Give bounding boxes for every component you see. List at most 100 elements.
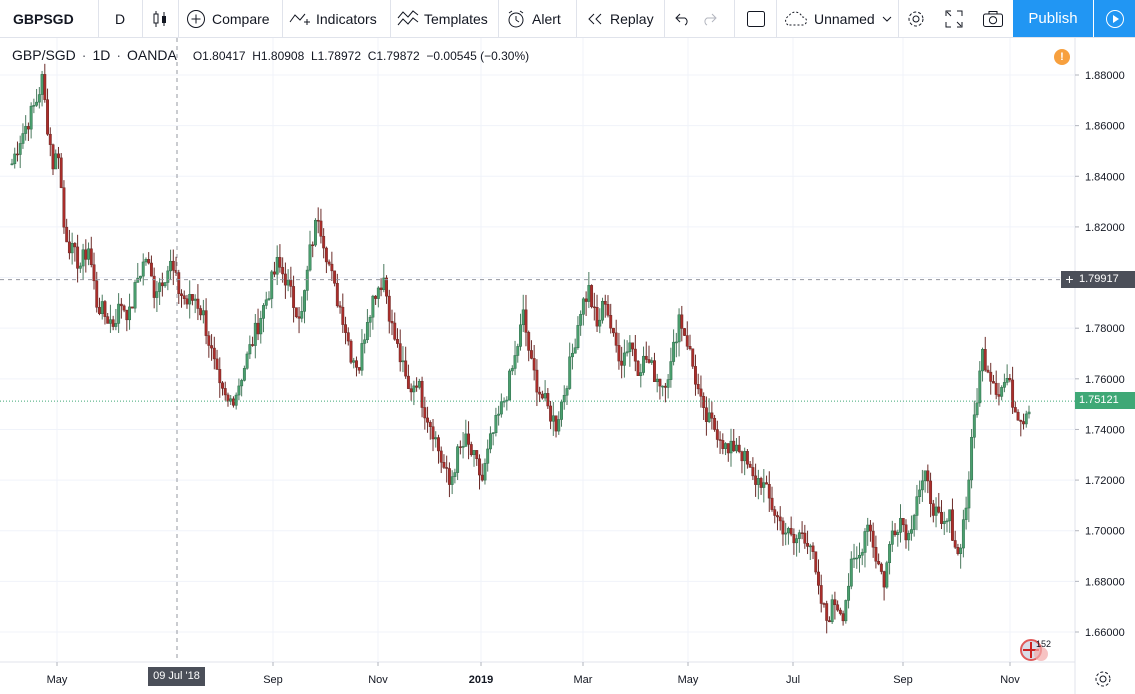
candle-body (341, 306, 345, 325)
candle (267, 291, 271, 301)
replay-button[interactable]: Replay (586, 0, 666, 37)
candle (639, 363, 643, 388)
candle (84, 239, 88, 273)
candle (190, 294, 194, 306)
candle (442, 454, 446, 469)
candle (119, 298, 123, 319)
candle (212, 336, 216, 370)
symbol-search[interactable]: GBPSGD (0, 0, 98, 37)
candle (948, 509, 952, 533)
candle (617, 332, 621, 370)
candle (445, 455, 449, 483)
candle-body (855, 557, 859, 560)
candle-body (125, 309, 129, 321)
candle-body (442, 462, 446, 468)
candle-body (480, 474, 484, 481)
indicators-button[interactable]: Indicators (288, 0, 390, 37)
candle-body (860, 552, 864, 556)
candle (81, 243, 85, 280)
candle (314, 218, 317, 247)
candle (970, 428, 974, 489)
candle-body (13, 153, 17, 165)
candle-body (67, 241, 71, 254)
candle-body (587, 285, 591, 302)
price-chart[interactable]: 1.880001.860001.840001.820001.800001.780… (0, 38, 1135, 694)
candle (177, 269, 181, 304)
candle-body (319, 220, 323, 237)
candle-body (486, 448, 490, 464)
candle-body (806, 543, 810, 547)
flag-badge[interactable]: 152 (1019, 638, 1053, 667)
candle-body (396, 339, 399, 344)
candle (494, 407, 498, 437)
publish-button[interactable]: Publish (1013, 0, 1093, 37)
candle-body (538, 391, 542, 395)
candle (573, 338, 577, 354)
candle-body (275, 257, 279, 275)
candle (352, 357, 356, 369)
y-tick-label: 1.72000 (1085, 475, 1125, 487)
candle-body (672, 341, 676, 362)
candle-body (912, 515, 916, 530)
candle (18, 135, 22, 169)
candle-body (491, 432, 495, 435)
candle-body (404, 360, 408, 377)
candle (721, 433, 725, 455)
plus-circle-icon (186, 9, 206, 29)
replay-label: Replay (610, 10, 654, 27)
candle-body (297, 316, 301, 319)
candle (888, 541, 892, 575)
crosshair-price-label: 1.79917 (1075, 271, 1135, 288)
interval-button[interactable]: D (98, 0, 142, 37)
candle (789, 516, 793, 537)
add-plus-icon[interactable]: + (1061, 271, 1078, 288)
screenshot-button[interactable] (974, 0, 1012, 37)
redo-button[interactable] (698, 0, 722, 37)
warning-icon[interactable]: ! (1054, 49, 1070, 65)
candle-body (666, 379, 670, 388)
candle-body (510, 368, 514, 372)
candle (40, 70, 44, 107)
candle (125, 309, 129, 332)
compare-button[interactable]: Compare (186, 0, 282, 37)
candle-body (144, 259, 148, 263)
candle-body (825, 603, 829, 621)
play-button[interactable] (1094, 0, 1135, 37)
candle-body (292, 286, 296, 308)
candle-body (694, 366, 697, 385)
chart-type-button[interactable] (142, 0, 178, 37)
templates-button[interactable]: Templates (396, 0, 498, 37)
alert-label: Alert (532, 10, 561, 27)
candle (658, 378, 662, 400)
fullscreen-box-button[interactable] (738, 0, 774, 37)
candle (417, 378, 421, 390)
candle (685, 321, 689, 351)
undo-button[interactable] (670, 0, 694, 37)
candle-body (773, 509, 777, 516)
settings-button[interactable] (898, 0, 934, 37)
candle (546, 388, 550, 409)
candle-body (352, 360, 356, 363)
fullscreen-button[interactable] (936, 0, 972, 37)
candle-body (393, 322, 397, 340)
alert-button[interactable]: Alert (506, 0, 574, 37)
candle-body (847, 585, 851, 601)
candle (253, 313, 257, 359)
candle (732, 428, 736, 452)
candle-body (907, 533, 911, 541)
candles-layer (10, 63, 1031, 634)
candle-body (677, 314, 681, 343)
candle (273, 261, 276, 278)
candle (532, 344, 536, 381)
candle-body (447, 468, 451, 485)
candle (297, 307, 301, 334)
candle (877, 553, 881, 566)
chart-settings-gear-icon[interactable] (1093, 669, 1113, 694)
candle-body (1027, 411, 1031, 415)
candle (166, 265, 170, 291)
candle (78, 262, 82, 273)
legend-timeframe: 1D (92, 47, 111, 63)
candle-body (519, 324, 522, 347)
candle (1013, 401, 1017, 413)
layout-menu-button[interactable]: Unnamed (782, 0, 898, 37)
